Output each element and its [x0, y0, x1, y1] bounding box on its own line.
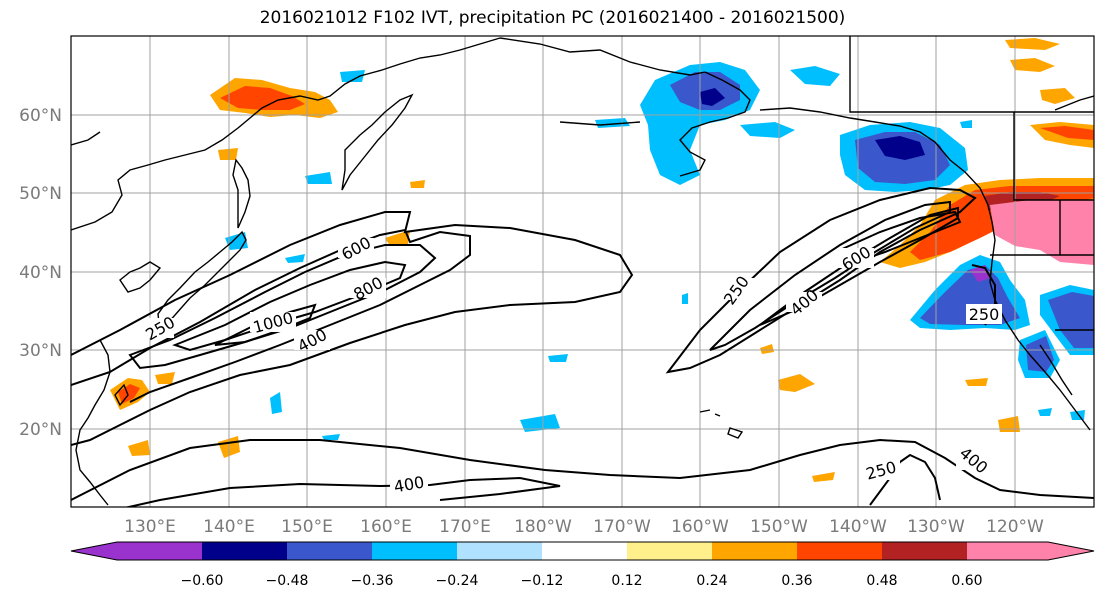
lon-label: 180°W [514, 517, 572, 537]
map-title: 2016021012 F102 IVT, precipitation PC (2… [259, 8, 846, 28]
lon-label: 130°W [907, 517, 965, 537]
lat-label: 30°N [19, 341, 62, 361]
colorbar-segment [627, 542, 713, 560]
lat-label: 20°N [19, 420, 62, 440]
lon-label: 160°E [360, 517, 412, 537]
colorbar-extend-right [1048, 542, 1094, 560]
colorbar-tick: 0.24 [696, 573, 727, 589]
contour-west-400 [71, 228, 471, 403]
colorbar: −0.60 −0.48 −0.36 −0.24 −0.12 0.12 0.24 … [70, 541, 1095, 589]
colorbar-segment [712, 542, 798, 560]
lon-label: 150°E [281, 517, 333, 537]
precipitation-shading [110, 38, 1094, 482]
lon-label: 160°W [671, 517, 729, 537]
coastlines [71, 36, 1094, 506]
contour-labels: 600 800 1000 400 250 250 400 600 250 400… [142, 233, 1002, 497]
contour-south-400 [71, 438, 1094, 501]
colorbar-segment [797, 542, 883, 560]
colorbar-tick: −0.60 [181, 573, 224, 589]
colorbar-segment [202, 542, 288, 560]
colorbar-tick: −0.36 [351, 573, 394, 589]
colorbar-tick: 0.36 [781, 573, 812, 589]
lon-label: 120°W [986, 517, 1044, 537]
colorbar-tick: 0.48 [866, 573, 897, 589]
longitude-labels: 130°E 140°E 150°E 160°E 170°E 180°W 170°… [124, 517, 1044, 537]
colorbar-segment [967, 542, 1048, 560]
colorbar-tick: 0.60 [951, 573, 982, 589]
lon-label: 140°E [203, 517, 255, 537]
colorbar-tick: −0.24 [436, 573, 479, 589]
gridlines [71, 36, 1094, 507]
colorbar-segment [457, 542, 543, 560]
lon-label: 130°E [124, 517, 176, 537]
lat-label: 50°N [19, 184, 62, 204]
lon-label: 170°E [439, 517, 491, 537]
shade-westcoast-pink [990, 200, 1094, 265]
lon-label: 140°W [829, 517, 887, 537]
colorbar-segment [117, 542, 203, 560]
colorbar-segment [882, 542, 968, 560]
contour-east-250 [665, 186, 977, 374]
colorbar-segment [372, 542, 458, 560]
colorbar-tick: −0.48 [266, 573, 309, 589]
contour-west-600 [128, 244, 437, 370]
colorbar-segment [287, 542, 373, 560]
lat-label: 60°N [19, 106, 62, 126]
latitude-labels: 60°N 50°N 40°N 30°N 20°N [19, 106, 62, 440]
contour-east-600 [759, 206, 959, 326]
lon-label: 150°W [750, 517, 808, 537]
contour-west-250 [71, 211, 634, 446]
colorbar-ticks: −0.60 −0.48 −0.36 −0.24 −0.12 0.12 0.24 … [181, 573, 983, 589]
map-border [70, 35, 1095, 508]
lon-label: 170°W [593, 517, 651, 537]
colorbar-segment [542, 542, 628, 560]
contour-south-250 [124, 476, 561, 507]
contour-west-800 [172, 260, 407, 352]
contour-label: 250 [969, 305, 1000, 324]
ivt-contours [71, 186, 1094, 507]
colorbar-extend-left [71, 542, 117, 560]
colorbar-tick: −0.12 [521, 573, 564, 589]
lat-label: 40°N [19, 263, 62, 283]
colorbar-tick: 0.12 [611, 573, 642, 589]
